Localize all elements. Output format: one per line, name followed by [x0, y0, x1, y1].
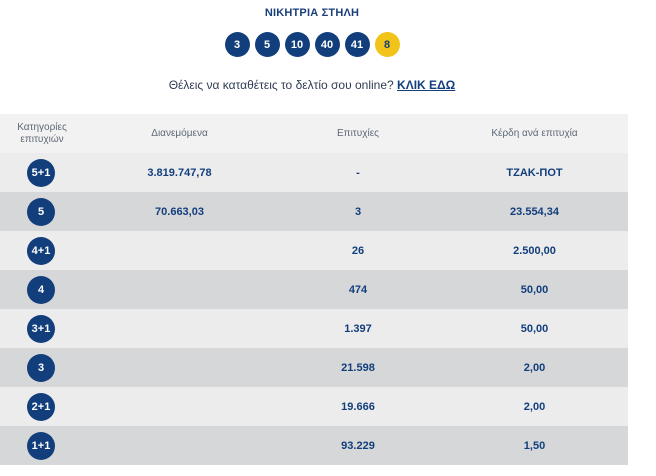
table-row: 4 474 50,00	[0, 270, 628, 309]
winning-numbers: 3 5 10 40 41 8	[0, 32, 624, 57]
table-row: 3+1 1.397 50,00	[0, 309, 628, 348]
winners-cell: 3	[354, 205, 362, 218]
winners-cell: 26	[351, 244, 365, 257]
category-badge: 5	[27, 197, 55, 226]
online-prompt-text: Θέλεις να καταθέτεις το δελτίο σου onlin…	[168, 78, 394, 92]
header-distributed: Διανεμόμενα	[151, 128, 208, 139]
category-badge: 1+1	[27, 431, 55, 460]
prize-cell: 2.500,00	[513, 244, 556, 257]
prize-cell: ΤΖΑΚ-ΠΟΤ	[506, 166, 563, 179]
bonus-number-ball: 8	[374, 32, 400, 57]
winners-cell: -	[356, 166, 360, 179]
header-prize: Κέρδη ανά επιτυχία	[491, 128, 578, 139]
category-badge: 4	[27, 275, 55, 304]
distributed-cell: 70.663,03	[155, 205, 204, 218]
results-table: Κατηγορίες επιτυχιών Διανεμόμενα Επιτυχί…	[0, 114, 628, 465]
winning-number-ball: 3	[224, 32, 250, 57]
prize-cell: 2,00	[523, 400, 546, 413]
header-winners: Επιτυχίες	[337, 128, 379, 139]
prize-cell: 1,50	[523, 439, 546, 452]
category-badge: 5+1	[27, 158, 55, 187]
table-row: 5+1 3.819.747,78 - ΤΖΑΚ-ΠΟΤ	[0, 153, 628, 192]
winners-cell: 19.666	[341, 400, 375, 413]
winners-cell: 21.598	[341, 361, 375, 374]
winners-cell: 474	[348, 283, 368, 296]
table-row: 2+1 19.666 2,00	[0, 387, 628, 426]
prize-cell: 50,00	[520, 283, 549, 296]
category-badge: 2+1	[27, 392, 55, 421]
winning-number-ball: 41	[344, 32, 370, 57]
category-badge: 3	[27, 353, 55, 382]
winners-cell: 1.397	[344, 322, 372, 335]
winning-number-ball: 5	[254, 32, 280, 57]
table-row: 1+1 93.229 1,50	[0, 426, 628, 465]
header-categories: Κατηγορίες επιτυχιών	[17, 121, 67, 145]
online-prompt: Θέλεις να καταθέτεις το δελτίο σου onlin…	[0, 78, 624, 92]
prize-cell: 50,00	[520, 322, 549, 335]
winning-column-title: ΝΙΚΗΤΡΙΑ ΣΤΗΛΗ	[264, 7, 360, 19]
click-here-link[interactable]: ΚΛΙΚ ΕΔΩ	[397, 78, 456, 92]
distributed-cell: 3.819.747,78	[147, 166, 212, 179]
prize-cell: 23.554,34	[510, 205, 559, 218]
table-row: 4+1 26 2.500,00	[0, 231, 628, 270]
category-badge: 3+1	[27, 314, 55, 343]
table-header: Κατηγορίες επιτυχιών Διανεμόμενα Επιτυχί…	[0, 114, 628, 153]
table-row: 3 21.598 2,00	[0, 348, 628, 387]
prize-cell: 2,00	[523, 361, 546, 374]
winning-number-ball: 10	[284, 32, 310, 57]
category-badge: 4+1	[27, 236, 55, 265]
winners-cell: 93.229	[341, 439, 375, 452]
winning-number-ball: 40	[314, 32, 340, 57]
table-row: 5 70.663,03 3 23.554,34	[0, 192, 628, 231]
